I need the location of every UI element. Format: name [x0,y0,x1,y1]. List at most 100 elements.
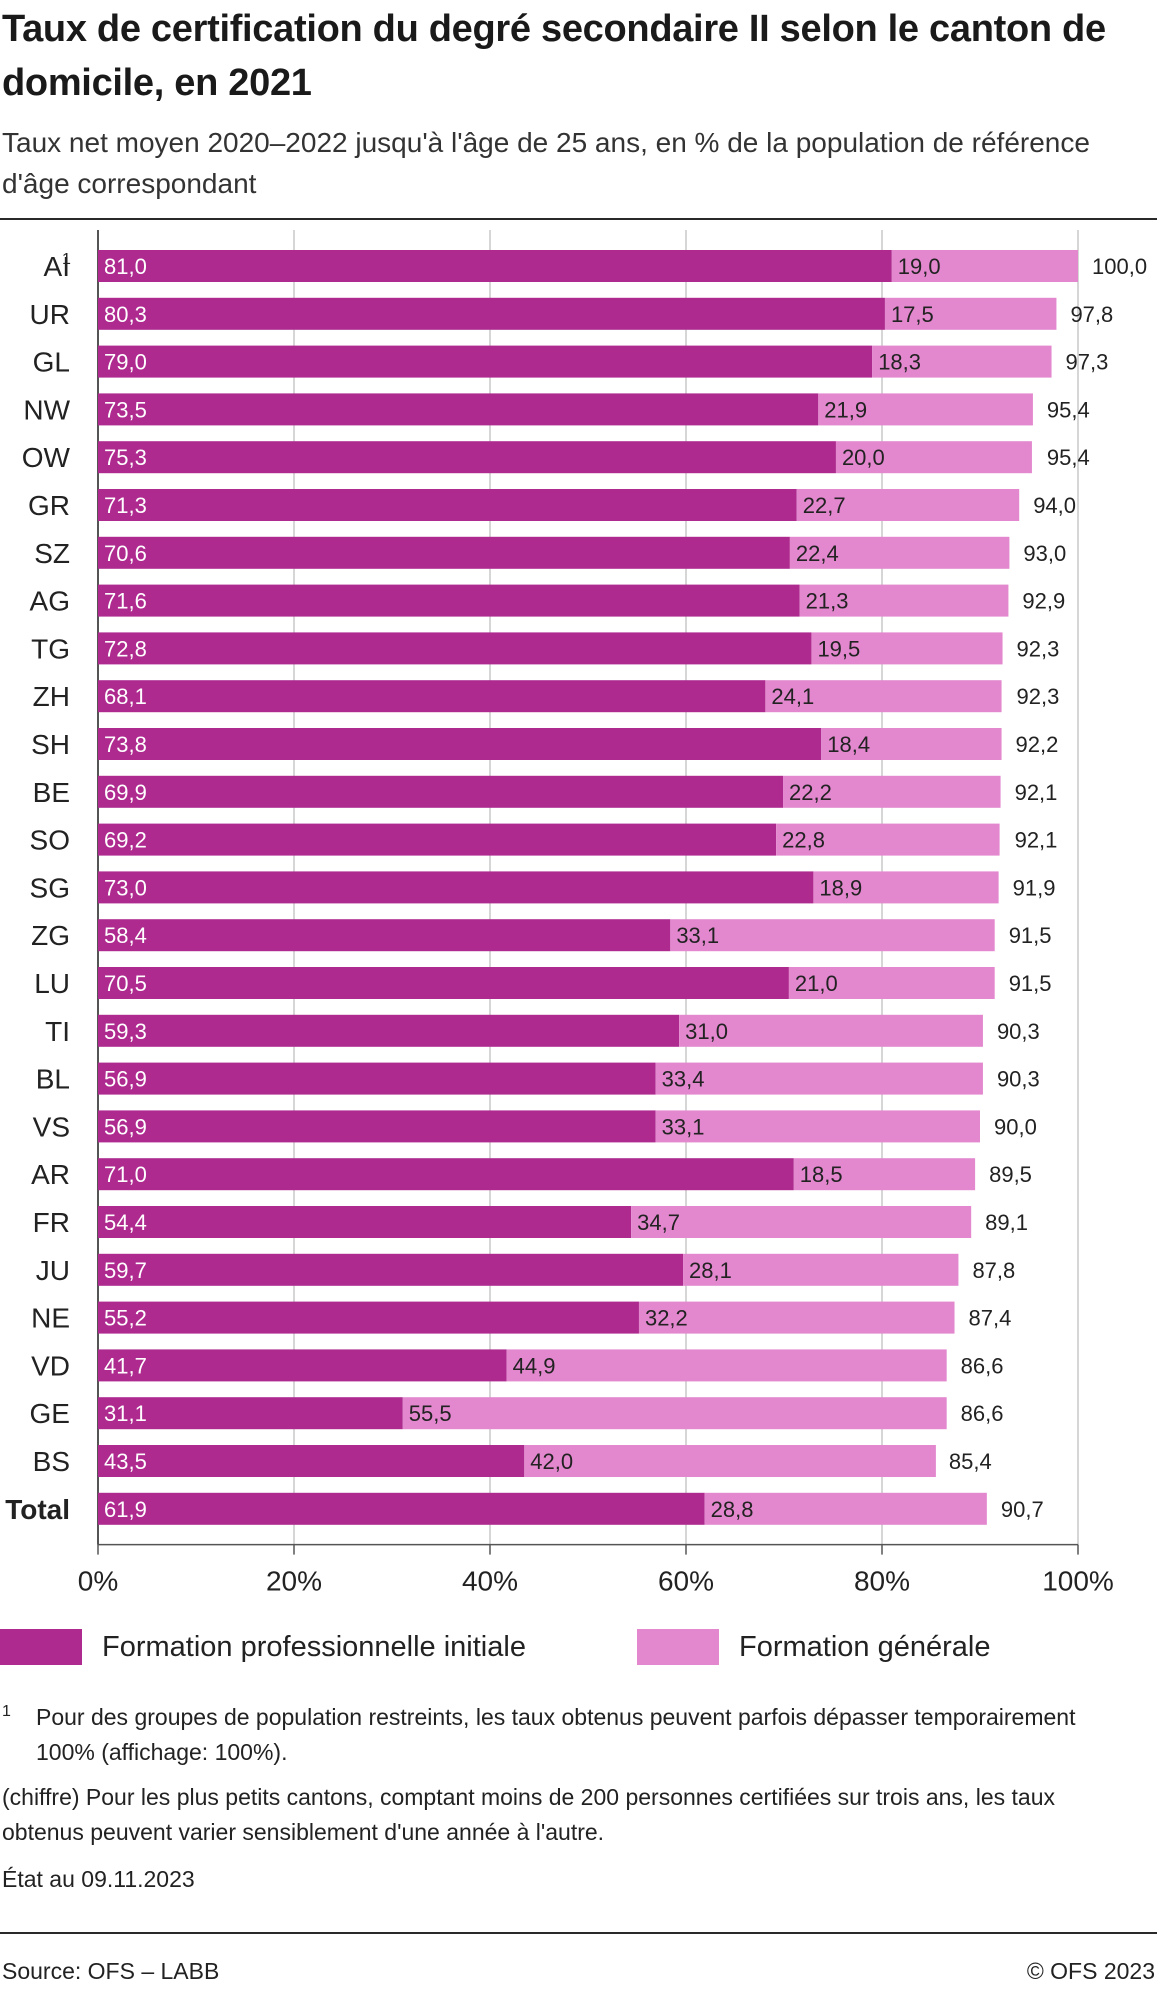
value-label-general-ge: 55,5 [409,1401,452,1426]
bar-vocational-ge [98,1397,403,1430]
category-label-fr: FR [33,1207,70,1238]
bar-general-ne [638,1301,955,1334]
value-label-general-lu: 21,0 [795,971,838,996]
category-label-bs: BS [33,1446,70,1477]
value-label-general-ow: 20,0 [842,445,885,470]
bar-vocational-ne [98,1301,639,1334]
value-label-vocational-fr: 54,4 [104,1210,147,1235]
value-label-general-sh: 18,4 [827,732,870,757]
bar-general-vd [506,1349,947,1382]
bar-general-nw [818,393,1033,426]
value-label-total-total: 90,7 [1001,1497,1044,1522]
value-label-total-tg: 92,3 [1017,636,1060,661]
bar-general-tg [811,632,1003,665]
bar-vocational-fr [98,1206,632,1238]
value-label-vocational-ne: 55,2 [104,1306,147,1331]
value-label-general-ai: 19,0 [898,254,941,279]
value-label-vocational-nw: 73,5 [104,397,147,422]
value-label-total-ti: 90,3 [997,1019,1040,1044]
source-note: Source: OFS – LABB [2,1958,220,1984]
value-label-vocational-gr: 71,3 [104,493,147,518]
bar-general-sz [789,536,1010,569]
copyright-note: © OFS 2023 [1026,1958,1155,1984]
value-label-total-fr: 89,1 [985,1210,1028,1235]
bar-general-fr [631,1206,972,1238]
category-label-vd: VD [31,1350,70,1381]
bar-vocational-bl [98,1062,656,1095]
bar-vocational-gr [98,489,797,521]
value-label-vocational-ai: 81,0 [104,254,147,279]
value-label-vocational-gl: 79,0 [104,350,147,375]
value-label-total-sg: 91,9 [1013,875,1056,900]
value-label-general-ju: 28,1 [689,1258,732,1283]
category-label-ge: GE [30,1398,70,1429]
value-label-vocational-ge: 31,1 [104,1401,147,1426]
category-label-gr: GR [28,490,70,521]
value-label-vocational-bs: 43,5 [104,1449,147,1474]
bar-general-gl [872,345,1052,378]
category-label-ur: UR [30,299,70,330]
value-label-total-ur: 97,8 [1070,302,1113,327]
value-label-general-ti: 31,0 [685,1019,728,1044]
value-label-general-bl: 33,4 [662,1067,705,1092]
bar-vocational-nw [98,393,819,426]
value-label-vocational-ag: 71,6 [104,589,147,614]
category-label-tg: TG [31,633,70,664]
bar-general-ge [402,1397,947,1430]
x-tick-label-60: 60% [658,1566,714,1597]
bar-general-gr [796,489,1020,521]
bottom-rule [0,1932,1157,1934]
value-label-total-ai: 100,0 [1092,254,1147,279]
value-label-general-gl: 18,3 [878,350,921,375]
value-label-vocational-lu: 70,5 [104,971,147,996]
stacked-bar-chart: 0% 20% 40% 60% 80% 100% AI1 81,0 19,0 100,0 UR 80,3… [5,230,1147,1597]
value-label-vocational-tg: 72,8 [104,636,147,661]
bar-vocational-be [98,775,784,808]
bar-vocational-ti [98,1014,680,1047]
value-label-general-nw: 21,9 [824,397,867,422]
value-label-vocational-total: 61,9 [104,1497,147,1522]
bar-general-so [776,823,1000,856]
legend-item-vocational: Formation professionnelle initiale [0,1628,526,1666]
value-label-general-fr: 34,7 [637,1210,680,1235]
category-label-nw: NW [23,394,70,425]
bar-vocational-vs [98,1110,656,1143]
bar-vocational-ar [98,1158,794,1191]
value-label-vocational-vd: 41,7 [104,1353,147,1378]
value-label-general-tg: 19,5 [817,636,860,661]
value-label-total-ar: 89,5 [989,1162,1032,1187]
chart-title: Taux de certification du degré secondair… [2,8,1106,104]
value-label-general-be: 22,2 [789,780,832,805]
bar-general-sh [821,728,1002,760]
value-label-total-bl: 90,3 [997,1067,1040,1092]
value-label-general-total: 28,8 [711,1497,754,1522]
value-label-general-zg: 33,1 [676,923,719,948]
value-label-total-ju: 87,8 [972,1258,1015,1283]
value-label-vocational-ow: 75,3 [104,445,147,470]
x-tick-label-0: 0% [78,1566,118,1597]
category-label-sg: SG [30,872,70,903]
category-label-ag: AG [30,586,70,617]
bar-vocational-tg [98,632,812,665]
value-label-total-vd: 86,6 [961,1353,1004,1378]
bar-general-zg [670,919,995,952]
value-label-total-ag: 92,9 [1022,589,1065,614]
category-superscript-ai: 1 [62,251,71,268]
category-label-vs: VS [33,1111,70,1142]
value-label-vocational-so: 69,2 [104,828,147,853]
category-label-gl: GL [33,347,70,378]
bar-general-be [783,775,1001,808]
bar-general-ar [793,1158,976,1191]
bar-general-ag [799,584,1009,617]
category-label-zg: ZG [31,920,70,951]
value-label-general-bs: 42,0 [530,1449,573,1474]
value-label-total-zg: 91,5 [1009,923,1052,948]
value-label-vocational-vs: 56,9 [104,1114,147,1139]
value-label-general-ur: 17,5 [891,302,934,327]
bar-vocational-so [98,823,777,856]
category-label-zh: ZH [33,681,70,712]
value-label-total-lu: 91,5 [1009,971,1052,996]
bar-general-ti [679,1014,983,1047]
value-label-total-sh: 92,2 [1016,732,1059,757]
value-label-general-sz: 22,4 [796,541,839,566]
